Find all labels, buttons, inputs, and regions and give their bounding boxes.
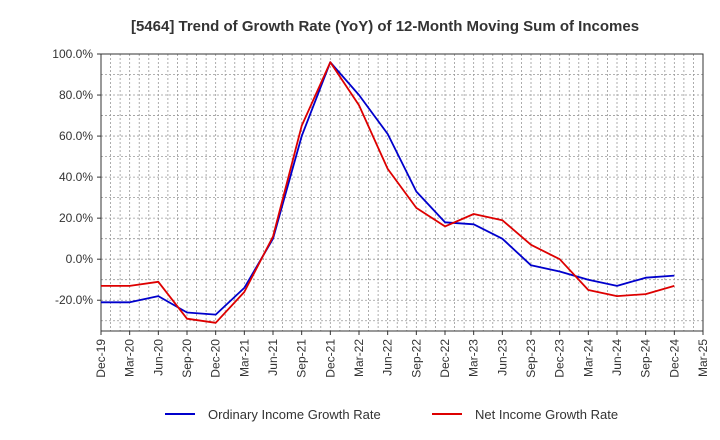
x-axis: Dec-19 Mar-20 Jun-20 Sep-20 Dec-20 Mar-21 Jun-… <box>94 331 710 378</box>
x-tick-label: Sep-24 <box>639 339 653 378</box>
y-tick-label: 20.0% <box>59 211 93 225</box>
x-tick-label: Dec-20 <box>209 339 223 378</box>
x-tick-label: Mar-20 <box>123 339 137 377</box>
grid <box>101 53 703 331</box>
chart-title: [5464] Trend of Growth Rate (YoY) of 12-… <box>131 18 639 35</box>
x-tick-label: Sep-21 <box>295 339 309 378</box>
x-tick-label: Sep-20 <box>180 339 194 378</box>
x-tick-label: Mar-22 <box>352 339 366 377</box>
x-tick-label: Mar-24 <box>581 339 595 377</box>
y-tick-label: 60.0% <box>59 129 93 143</box>
x-tick-label: Mar-25 <box>696 339 710 377</box>
plot-area <box>100 53 704 332</box>
y-tick-label: 0.0% <box>66 252 94 266</box>
y-axis: 100.0% 80.0% 60.0% 40.0% 20.0% 0.0% -20.0% <box>52 47 101 307</box>
y-tick-label: 40.0% <box>59 170 93 184</box>
x-tick-label: Dec-22 <box>438 339 452 378</box>
x-tick-label: Sep-23 <box>524 339 538 378</box>
x-tick-label: Jun-24 <box>610 339 624 376</box>
x-tick-label: Dec-24 <box>667 339 681 378</box>
x-tick-label: Jun-20 <box>151 339 165 376</box>
series-line-1 <box>101 61 675 316</box>
legend-label-2: Net Income Growth Rate <box>475 407 618 422</box>
x-tick-label: Sep-22 <box>409 339 423 378</box>
series-line-2 <box>101 61 675 324</box>
legend: Ordinary Income Growth Rate Net Income Gr… <box>165 407 618 422</box>
legend-label-1: Ordinary Income Growth Rate <box>208 407 381 422</box>
x-tick-label: Jun-22 <box>381 339 395 376</box>
series-lines <box>101 61 675 324</box>
x-tick-label: Jun-21 <box>266 339 280 376</box>
x-tick-label: Jun-23 <box>495 339 509 376</box>
x-tick-label: Dec-23 <box>553 339 567 378</box>
x-tick-label: Mar-21 <box>237 339 251 377</box>
y-tick-label: 80.0% <box>59 88 93 102</box>
x-tick-label: Dec-19 <box>94 339 108 378</box>
x-tick-label: Dec-21 <box>323 339 337 378</box>
y-tick-label: -20.0% <box>55 293 93 307</box>
y-tick-label: 100.0% <box>52 47 93 61</box>
x-tick-label: Mar-23 <box>467 339 481 377</box>
